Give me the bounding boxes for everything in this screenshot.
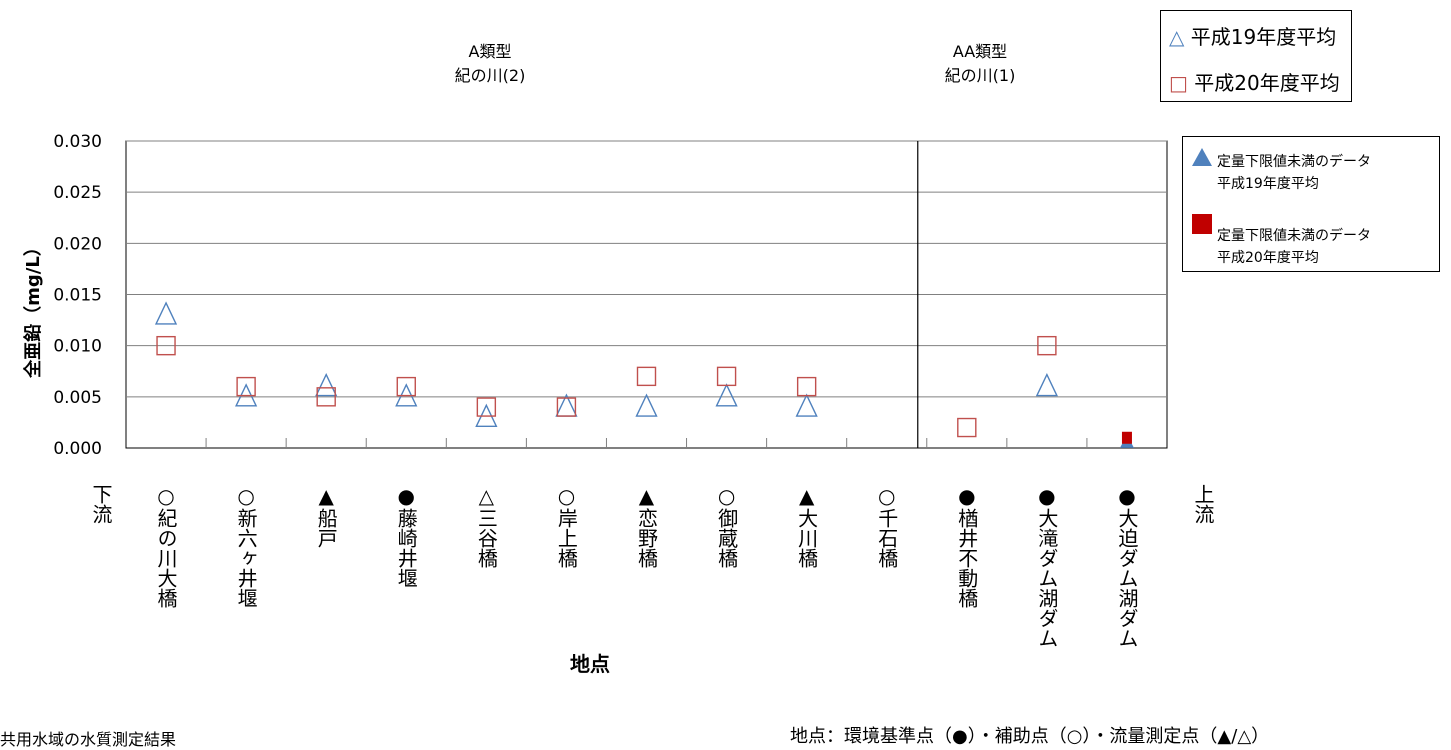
legend-item-h19: △ 平成19年度平均 xyxy=(1169,21,1336,50)
y-axis-label-wrap: 全亜鉛（mg/L） xyxy=(19,238,44,378)
series-0-point xyxy=(315,372,338,397)
series-0-point xyxy=(154,301,178,325)
upstream-label: 上流 xyxy=(1191,484,1215,524)
footnote-legend: 地点：環境基準点（●）・補助点（○）・流量測定点（▲/△） xyxy=(790,726,1270,747)
x-category-label: ●藤崎井堰 xyxy=(394,484,419,588)
legend-below-limit: 定量下限値未満のデータ 平成19年度平均 定量下限値未満のデータ 平成20年度平… xyxy=(1182,136,1440,272)
x-category-label: ○千石橋 xyxy=(874,484,899,568)
y-axis-label: 全亜鉛（mg/L） xyxy=(23,238,44,378)
y-tick-label: 0.015 xyxy=(53,286,102,306)
legend-main: △ 平成19年度平均 □ 平成20年度平均 xyxy=(1160,10,1352,102)
x-category-label: ▲船戸 xyxy=(314,484,339,548)
filled-triangle-icon xyxy=(1192,148,1212,166)
x-category-label: ▲恋野橋 xyxy=(634,484,659,568)
series-1-point xyxy=(636,366,657,387)
series-0-point xyxy=(1035,372,1058,397)
legend-below-h19: 定量下限値未満のデータ 平成19年度平均 xyxy=(1217,151,1371,195)
region-a-title: A類型 xyxy=(468,42,512,61)
series-0-point xyxy=(715,383,738,407)
legend-label-h20: 平成20年度平均 xyxy=(1194,71,1340,95)
legend-below-h19-line2: 平成19年度平均 xyxy=(1217,176,1319,192)
legend-below-h20-line2: 平成20年度平均 xyxy=(1217,250,1319,266)
series-1-point xyxy=(1037,335,1057,356)
filled-square-icon xyxy=(1192,214,1212,234)
region-aa-subtitle: 紀の川(1) xyxy=(944,66,1016,85)
x-category-label: ●大滝ダム湖ダム xyxy=(1034,484,1059,648)
legend-below-h20-line1: 定量下限値未満のデータ xyxy=(1217,228,1371,244)
x-category-label: ○紀の川大橋 xyxy=(154,484,179,608)
series-1-point xyxy=(316,387,336,407)
legend-item-h20: □ 平成20年度平均 xyxy=(1169,67,1340,96)
region-aa-title: AA類型 xyxy=(952,42,1008,61)
series-0-point xyxy=(795,393,818,417)
series-0-point xyxy=(635,393,658,417)
series-1-point xyxy=(476,397,497,417)
downstream-label: 下流 xyxy=(89,484,113,524)
legend-below-h19-line1: 定量下限値未満のデータ xyxy=(1217,154,1371,170)
x-axis-label: 地点 xyxy=(570,652,610,676)
legend-label-h19: 平成19年度平均 xyxy=(1190,25,1337,49)
series-1-point xyxy=(156,335,176,356)
series-1-point xyxy=(957,417,977,438)
y-tick-label: 0.000 xyxy=(53,439,102,459)
x-category-label: ○岸上橋 xyxy=(554,484,579,568)
y-tick-label: 0.005 xyxy=(53,388,102,408)
x-category-label: ●楢井不動橋 xyxy=(954,484,979,608)
y-tick-label: 0.025 xyxy=(53,183,102,203)
x-category-label: △三谷橋 xyxy=(474,484,499,568)
footnote-source: 共用水域の水質測定結果 xyxy=(0,730,177,749)
series-1-point xyxy=(236,376,256,397)
y-tick-label: 0.030 xyxy=(53,132,102,152)
x-category-label: ▲大川橋 xyxy=(794,484,819,568)
y-tick-label: 0.020 xyxy=(53,234,102,254)
legend-below-h20: 定量下限値未満のデータ 平成20年度平均 xyxy=(1217,225,1371,269)
open-square-icon: □ xyxy=(1169,71,1188,95)
x-category-label: ○新六ヶ井堰 xyxy=(234,484,259,608)
x-category-label: ○御蔵橋 xyxy=(714,484,739,568)
series-1-point xyxy=(396,376,416,397)
region-aa-label: AA類型 紀の川(1) xyxy=(870,40,1090,88)
series-1-point xyxy=(796,376,817,397)
x-category-label: ●大迫ダム湖ダム xyxy=(1114,484,1139,648)
series-1-point xyxy=(716,366,737,387)
region-a-subtitle: 紀の川(2) xyxy=(454,66,526,85)
series-1-point xyxy=(556,397,577,417)
y-tick-label: 0.010 xyxy=(53,337,102,357)
region-a-label: A類型 紀の川(2) xyxy=(380,40,600,88)
open-triangle-icon: △ xyxy=(1169,25,1185,49)
series-3-point xyxy=(1121,431,1132,444)
